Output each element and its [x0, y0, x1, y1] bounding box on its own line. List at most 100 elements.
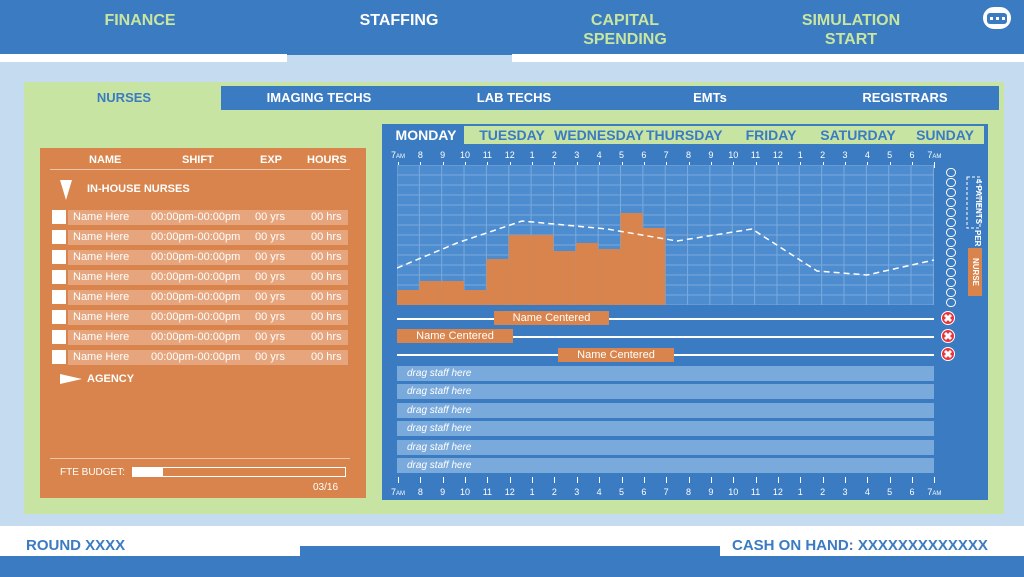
top-nav-underline-left: [0, 54, 287, 62]
top-nav-bar: [0, 0, 1024, 62]
drag-staff-slot[interactable]: drag staff here: [397, 366, 934, 381]
row-checkbox[interactable]: [52, 350, 66, 364]
group-agency[interactable]: AGENCY: [87, 373, 135, 385]
row-name: Name Here: [73, 311, 130, 323]
hour-label: 5: [887, 150, 893, 160]
day-thursday[interactable]: THURSDAY: [646, 127, 723, 143]
table-row[interactable]: Name Here 00:00pm-00:00pm 00 yrs 00 hrs: [68, 350, 348, 365]
remove-shift-2-icon[interactable]: ✖: [941, 329, 955, 343]
table-row[interactable]: Name Here 00:00pm-00:00pm 00 yrs 00 hrs: [68, 230, 348, 245]
table-row[interactable]: Name Here 00:00pm-00:00pm 00 yrs 00 hrs: [68, 310, 348, 325]
hour-label: 1: [529, 150, 535, 160]
expand-triangle-icon[interactable]: [60, 374, 84, 386]
hour-tick: [576, 477, 578, 483]
group-inhouse-nurses[interactable]: IN-HOUSE NURSES: [87, 183, 190, 195]
table-row[interactable]: Name Here 00:00pm-00:00pm 00 yrs 00 hrs: [68, 250, 348, 265]
census-bar: [464, 290, 487, 305]
row-checkbox[interactable]: [52, 310, 66, 324]
table-row[interactable]: Name Here 00:00pm-00:00pm 00 yrs 00 hrs: [68, 330, 348, 345]
capacity-slot: [946, 178, 956, 187]
row-checkbox[interactable]: [52, 210, 66, 224]
row-shift: 00:00pm-00:00pm: [151, 271, 241, 283]
hour-tick: [733, 477, 735, 483]
round-label: ROUND XXXX: [26, 537, 126, 554]
row-hours: 00 hrs: [311, 311, 342, 323]
row-checkbox[interactable]: [52, 270, 66, 284]
row-exp: 00 yrs: [255, 271, 285, 283]
row-hours: 00 hrs: [311, 351, 342, 363]
nav-finance[interactable]: FINANCE: [104, 12, 176, 29]
census-bar: [598, 249, 621, 305]
remove-shift-1-icon[interactable]: ✖: [941, 311, 955, 325]
day-saturday[interactable]: SATURDAY: [820, 127, 896, 143]
hour-label: 7AM: [390, 487, 405, 497]
table-row[interactable]: Name Here 00:00pm-00:00pm 00 yrs 00 hrs: [68, 270, 348, 285]
row-checkbox[interactable]: [52, 230, 66, 244]
day-wednesday[interactable]: WEDNESDAY: [554, 127, 644, 143]
drag-staff-slot[interactable]: drag staff here: [397, 402, 934, 418]
day-friday[interactable]: FRIDAY: [745, 127, 797, 143]
table-row[interactable]: Name Here 00:00pm-00:00pm 00 yrs 00 hrs: [68, 210, 348, 225]
hour-label: 8: [417, 150, 423, 160]
hour-label: 1: [797, 487, 803, 497]
drag-staff-slot[interactable]: drag staff here: [397, 439, 934, 455]
hour-label: 12: [504, 487, 515, 497]
row-hours: 00 hrs: [311, 271, 342, 283]
tab-nurses[interactable]: NURSES: [96, 90, 152, 105]
menu-button[interactable]: [980, 4, 1014, 32]
hour-label: 3: [842, 487, 848, 497]
row-checkbox[interactable]: [52, 330, 66, 344]
hour-tick: [465, 477, 467, 483]
row-exp: 00 yrs: [255, 251, 285, 263]
col-header-shift: SHIFT: [182, 154, 214, 166]
capacity-slot: [946, 268, 956, 277]
nav-capital-spending[interactable]: CAPITAL SPENDING: [583, 12, 667, 48]
capacity-slot: [946, 248, 956, 257]
table-row[interactable]: Name Here 00:00pm-00:00pm 00 yrs 00 hrs: [68, 290, 348, 305]
tab-emts[interactable]: EMTs: [693, 90, 727, 105]
assigned-shift-bar-1[interactable]: Name Centered: [494, 311, 609, 325]
drag-staff-slot[interactable]: drag staff here: [397, 421, 934, 437]
row-checkbox[interactable]: [52, 250, 66, 264]
hour-tick: [710, 477, 712, 483]
hour-label: 6: [909, 150, 915, 160]
day-tuesday[interactable]: TUESDAY: [479, 127, 545, 143]
capacity-slot: [946, 298, 956, 307]
day-sunday[interactable]: SUNDAY: [916, 127, 974, 143]
hour-tick: [398, 477, 399, 483]
drag-staff-slot[interactable]: drag staff here: [397, 458, 934, 473]
capacity-slot: [946, 208, 956, 217]
capacity-slot: [946, 188, 956, 197]
census-bar: [419, 281, 442, 305]
hour-tick: [599, 477, 601, 483]
nav-staffing[interactable]: STAFFING: [359, 12, 439, 29]
hour-label: 4: [596, 150, 602, 160]
census-bar: [553, 251, 576, 305]
row-shift: 00:00pm-00:00pm: [151, 331, 241, 343]
col-header-exp: EXP: [260, 154, 283, 166]
tab-imaging-techs[interactable]: IMAGING TECHS: [266, 90, 372, 105]
capacity-slot: [946, 278, 956, 287]
assigned-shift-bar-3[interactable]: Name Centered: [558, 348, 674, 362]
hour-label: 10: [728, 487, 739, 497]
day-bar: [388, 126, 984, 144]
row-exp: 00 yrs: [255, 211, 285, 223]
hour-tick: [934, 162, 936, 168]
nav-simulation-start[interactable]: SIMULATION START: [801, 12, 901, 48]
tab-registrars[interactable]: REGISTRARS: [862, 90, 948, 105]
remove-shift-3-icon[interactable]: ✖: [941, 347, 955, 361]
collapse-triangle-icon[interactable]: [60, 180, 74, 202]
census-bars: [397, 213, 666, 305]
drag-staff-slot[interactable]: drag staff here: [397, 384, 934, 400]
capacity-slot: [946, 198, 956, 207]
assigned-shift-bar-2[interactable]: Name Centered: [397, 329, 513, 343]
row-name: Name Here: [73, 251, 130, 263]
hour-label: 9: [708, 487, 714, 497]
row-checkbox[interactable]: [52, 290, 66, 304]
hour-label: 6: [641, 150, 647, 160]
day-monday[interactable]: MONDAY: [388, 126, 464, 144]
census-bar: [531, 235, 554, 305]
census-bar: [508, 235, 532, 305]
tab-lab-techs[interactable]: LAB TECHS: [476, 90, 552, 105]
census-bar: [397, 290, 420, 305]
